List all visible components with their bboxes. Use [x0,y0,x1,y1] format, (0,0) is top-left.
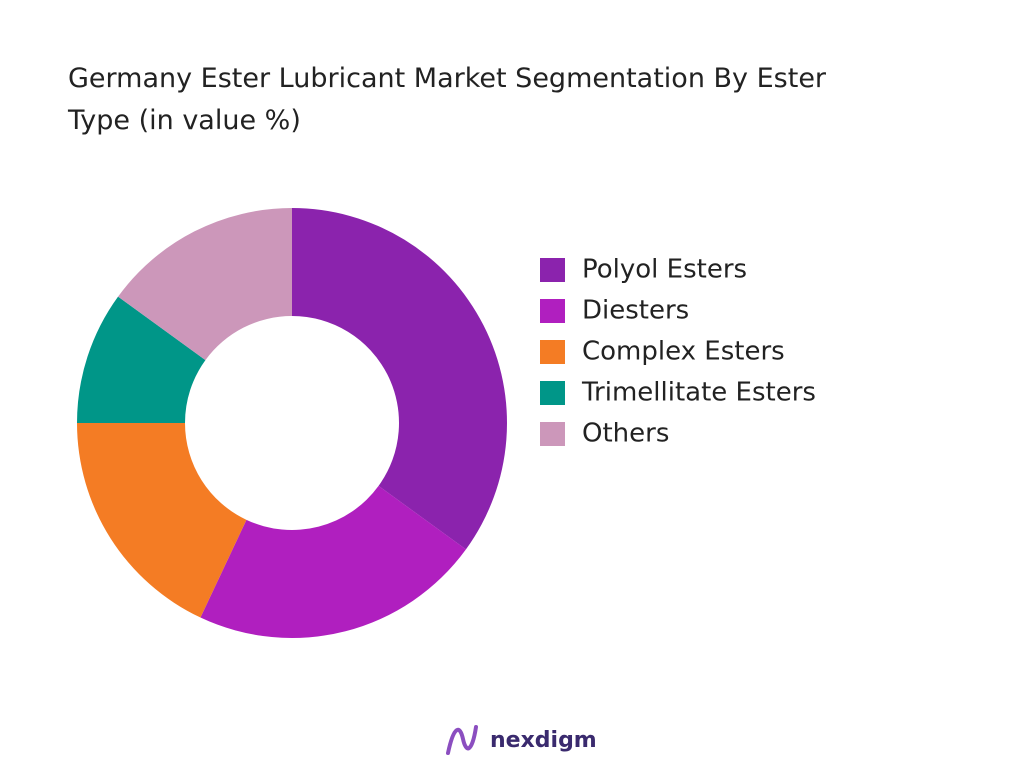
legend-swatch [540,422,565,446]
donut-segment [118,208,293,361]
donut-segment [77,296,206,423]
legend-swatch [540,299,565,323]
legend-swatch [540,340,565,364]
legend-label: Diesters [582,296,689,326]
donut-segment [292,208,507,550]
legend-swatch [540,258,565,282]
chart-title: Germany Ester Lubricant Market Segmentat… [68,63,827,136]
legend-label: Trimellitate Esters [581,378,816,408]
legend-label: Others [582,419,669,449]
donut-segment [200,485,466,638]
legend-swatch [540,381,565,405]
logo-icon [446,725,478,755]
donut-segment [77,423,247,618]
brand-name: nexdigm [490,728,597,753]
legend-label: Polyol Esters [582,255,747,285]
legend-label: Complex Esters [582,337,785,367]
